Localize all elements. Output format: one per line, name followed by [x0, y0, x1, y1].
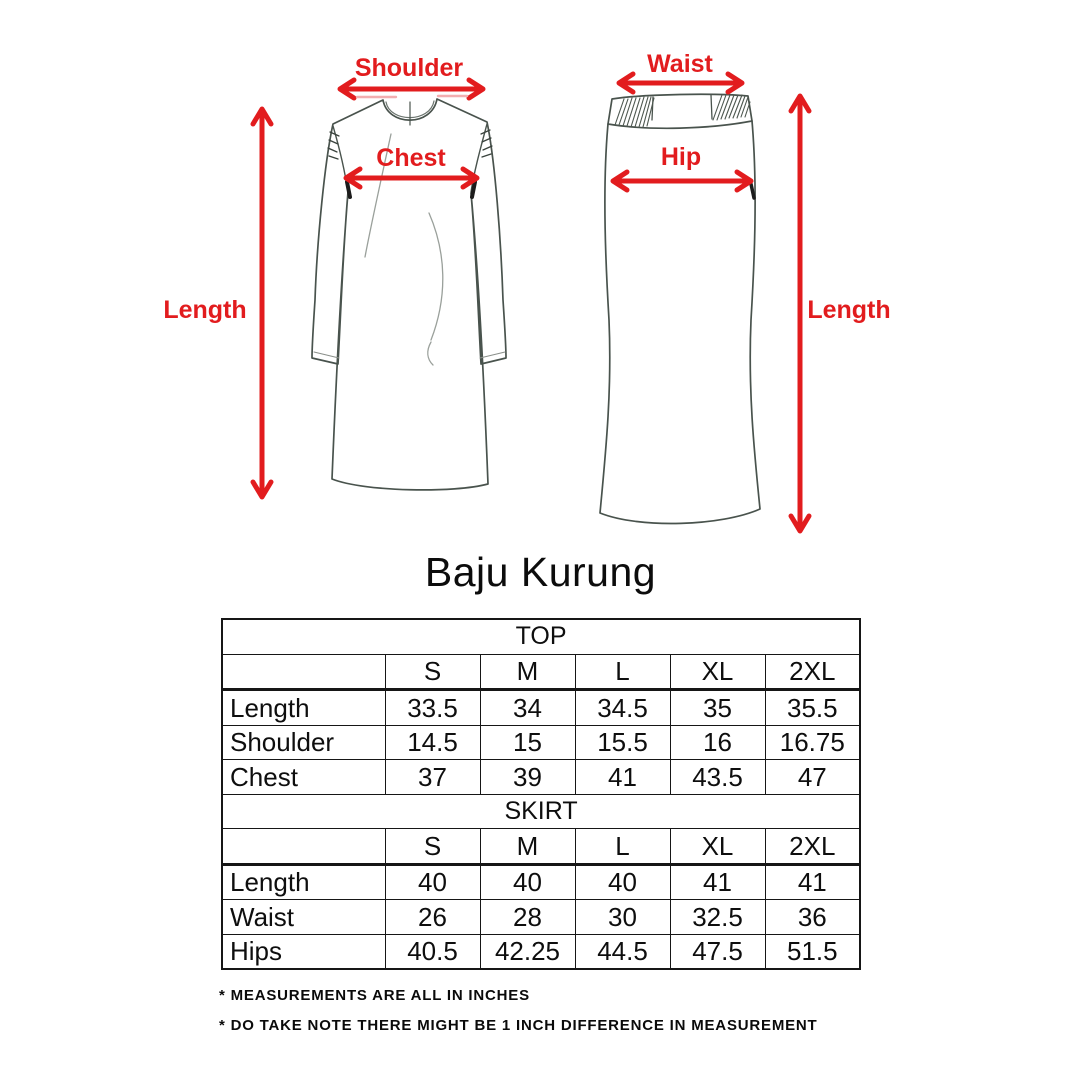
- table-row: Waist 26 28 30 32.5 36: [221, 899, 861, 935]
- skirt-size-header-row: S M L XL 2XL: [221, 828, 861, 866]
- row-label: Hips: [221, 933, 386, 970]
- hip-label: Hip: [661, 143, 701, 171]
- chest-label: Chest: [376, 144, 446, 172]
- top-section-row: TOP: [221, 618, 861, 655]
- measurement-value: 41: [764, 863, 861, 900]
- row-label: Length: [221, 689, 386, 726]
- table-row: Chest 37 39 41 43.5 47: [221, 759, 861, 795]
- page-title: Baju Kurung: [424, 549, 657, 595]
- measurement-value: 39: [479, 759, 576, 795]
- size-header: 2XL: [764, 828, 861, 866]
- measurement-arrows: [250, 71, 812, 534]
- measurement-value: 34.5: [574, 689, 671, 726]
- skirt-body-outline: [599, 120, 761, 525]
- measurement-value: 26: [384, 899, 481, 935]
- measurement-value: 40: [574, 863, 671, 900]
- measurement-value: 37: [384, 759, 481, 795]
- table-row: Length 40 40 40 41 41: [221, 863, 861, 900]
- skirt-length-label: Length: [807, 296, 890, 324]
- size-table: TOP S M L XL 2XL Length 33.5 34 34.5 35 …: [221, 618, 862, 970]
- measurement-value: 41: [574, 759, 671, 795]
- measurement-value: 35.5: [764, 689, 861, 726]
- row-label: Waist: [221, 899, 386, 935]
- chest-arrow: [343, 166, 480, 190]
- hip-arrow: [610, 169, 754, 193]
- measurement-value: 43.5: [669, 759, 766, 795]
- footnotes: * MEASUREMENTS ARE ALL IN INCHES * DO TA…: [219, 981, 818, 1041]
- measurement-value: 33.5: [384, 689, 481, 726]
- skirt-waistband-elastic-hatch-left: [614, 96, 655, 128]
- tunic-length-arrow: [250, 106, 274, 500]
- tunic-armpit-marks: [345, 180, 477, 199]
- waist-arrow: [616, 71, 745, 95]
- size-header: S: [384, 653, 481, 691]
- measurement-value: 15.5: [574, 724, 671, 760]
- row-label: Length: [221, 863, 386, 900]
- measurement-value: 16: [669, 724, 766, 760]
- shoulder-label: Shoulder: [355, 54, 464, 82]
- size-header: M: [479, 828, 576, 866]
- tunic-cuff-lines: [313, 351, 506, 359]
- measurement-value: 15: [479, 724, 576, 760]
- skirt-sketch: [599, 93, 761, 525]
- measurement-value: 40: [384, 863, 481, 900]
- measurement-value: 34: [479, 689, 576, 726]
- skirt-waistband: [607, 93, 753, 130]
- measurement-value: 28: [479, 899, 576, 935]
- top-section-title: TOP: [221, 618, 861, 655]
- size-header: L: [574, 653, 671, 691]
- table-row: Hips 40.5 42.25 44.5 47.5 51.5: [221, 933, 861, 970]
- measurement-value: 14.5: [384, 724, 481, 760]
- footnote-measurements-in-inches: * MEASUREMENTS ARE ALL IN INCHES: [219, 987, 530, 1004]
- size-header: XL: [669, 653, 766, 691]
- row-label: Chest: [221, 759, 386, 795]
- tunic-drape-creases: [364, 133, 444, 366]
- footnote-measurement-difference: * DO TAKE NOTE THERE MIGHT BE 1 INCH DIF…: [219, 1017, 818, 1034]
- size-header: M: [479, 653, 576, 691]
- tunic-right-sleeve-gathers: [480, 129, 493, 158]
- measurement-value: 41: [669, 863, 766, 900]
- measurement-value: 47.5: [669, 933, 766, 970]
- tunic-right-armhole-seam: [470, 123, 488, 193]
- table-row: Length 33.5 34 34.5 35 35.5: [221, 689, 861, 726]
- size-header: XL: [669, 828, 766, 866]
- row-label: Shoulder: [221, 724, 386, 760]
- skirt-section-title: SKIRT: [221, 793, 861, 829]
- shoulder-arrow: [337, 77, 486, 101]
- tunic-length-label: Length: [163, 296, 246, 324]
- measurement-value: 51.5: [764, 933, 861, 970]
- measurement-value: 40: [479, 863, 576, 900]
- measurement-value: 44.5: [574, 933, 671, 970]
- size-header: L: [574, 828, 671, 866]
- skirt-section-row: SKIRT: [221, 793, 861, 829]
- tunic-left-sleeve-gathers: [327, 131, 340, 160]
- skirt-waistband-elastic-hatch-right: [712, 94, 751, 121]
- measurement-value: 16.75: [764, 724, 861, 760]
- measurement-value: 36: [764, 899, 861, 935]
- garment-measurement-diagram: Shoulder Chest Length Waist Hip Length: [163, 50, 891, 534]
- measurement-value: 42.25: [479, 933, 576, 970]
- waist-label: Waist: [647, 50, 713, 78]
- measurement-value: 35: [669, 689, 766, 726]
- top-size-header-row: S M L XL 2XL: [221, 653, 861, 691]
- skirt-length-arrow: [788, 93, 812, 534]
- empty-cell: [221, 828, 386, 866]
- measurement-value: 32.5: [669, 899, 766, 935]
- table-row: Shoulder 14.5 15 15.5 16 16.75: [221, 724, 861, 760]
- measurement-value: 47: [764, 759, 861, 795]
- empty-cell: [221, 653, 386, 691]
- measurement-value: 40.5: [384, 933, 481, 970]
- size-header: 2XL: [764, 653, 861, 691]
- size-header: S: [384, 828, 481, 866]
- tunic-sketch: [311, 98, 507, 491]
- skirt-hip-mark: [749, 182, 756, 200]
- tunic-outline: [311, 98, 507, 491]
- measurement-value: 30: [574, 899, 671, 935]
